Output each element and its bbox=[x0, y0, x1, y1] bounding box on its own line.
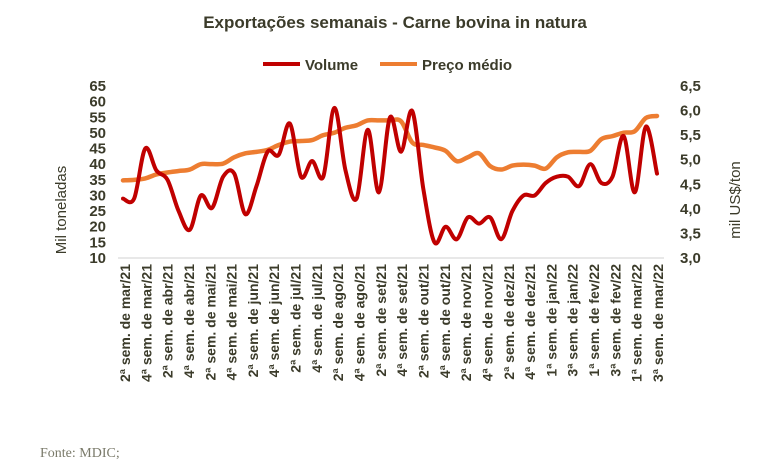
x-tick-label: 1ª sem. de fev/22 bbox=[586, 264, 602, 377]
y2-tick-label: 4,5 bbox=[680, 176, 701, 193]
legend-volume-label: Volume bbox=[305, 57, 358, 74]
x-tick-label: 4ª sem. de abr/21 bbox=[181, 264, 197, 378]
y-tick-label: 30 bbox=[89, 187, 106, 204]
x-tick-label: 4ª sem. de ago/21 bbox=[352, 264, 368, 381]
x-tick-label: 2ª sem. de abr/21 bbox=[160, 264, 176, 378]
y2-tick-label: 3,0 bbox=[680, 250, 701, 267]
source-note: Fonte: MDIC; bbox=[40, 446, 120, 461]
y-tick-label: 25 bbox=[89, 203, 106, 220]
y-tick-label: 60 bbox=[89, 94, 106, 111]
y2-tick-label: 5,5 bbox=[680, 127, 701, 144]
x-tick-label: 2ª sem. de jun/21 bbox=[245, 264, 261, 378]
x-tick-label: 2ª sem. de dez/21 bbox=[501, 264, 517, 380]
x-tick-label: 3ª sem. de jan/22 bbox=[565, 264, 581, 377]
x-tick-label: 1ª sem. de mar/22 bbox=[629, 264, 645, 382]
y2-tick-label: 4,0 bbox=[680, 201, 701, 218]
volume-line bbox=[121, 105, 659, 246]
y2-tick-label: 6,0 bbox=[680, 103, 701, 120]
chart-title: Exportações semanais - Carne bovina in n… bbox=[203, 13, 587, 32]
y-tick-label: 35 bbox=[89, 172, 106, 189]
y2-tick-label: 3,5 bbox=[680, 225, 701, 242]
y2-tick-label: 5,0 bbox=[680, 152, 701, 169]
y-tick-label: 40 bbox=[89, 156, 106, 173]
x-tick-label: 4ª sem. de dez/21 bbox=[522, 264, 538, 380]
legend-price-label: Preço médio bbox=[422, 57, 512, 74]
y2-tick-label: 6,5 bbox=[680, 78, 701, 95]
x-tick-label: 2ª sem. de jul/21 bbox=[288, 264, 304, 373]
x-tick-label: 3ª sem. de mar/22 bbox=[650, 264, 666, 382]
x-tick-label: 4ª sem. de nov/21 bbox=[479, 264, 495, 381]
x-tick-label: 4ª sem. de mar/21 bbox=[138, 264, 154, 382]
x-tick-label: 2ª sem. de out/21 bbox=[415, 264, 431, 378]
y-tick-label: 15 bbox=[89, 234, 106, 251]
y-tick-label: 45 bbox=[89, 141, 106, 158]
y-tick-label: 55 bbox=[89, 109, 106, 126]
y2-axis-label: mil US$/ton bbox=[727, 161, 744, 239]
x-tick-label: 3ª sem. de fev/22 bbox=[607, 264, 623, 377]
x-tick-label: 2ª sem. de mar/21 bbox=[117, 264, 133, 382]
y-tick-label: 10 bbox=[89, 250, 106, 267]
legend: Volume Preço médio bbox=[263, 57, 512, 74]
x-tick-label: 4ª sem. de mai/21 bbox=[224, 264, 240, 381]
y-tick-label: 20 bbox=[89, 219, 106, 236]
x-tick-label: 4ª sem. de jun/21 bbox=[266, 264, 282, 378]
x-tick-label: 2ª sem. de nov/21 bbox=[458, 264, 474, 381]
x-tick-label: 4ª sem. de out/21 bbox=[437, 264, 453, 378]
x-tick-label: 2ª sem. de set/21 bbox=[373, 264, 389, 377]
y-axis-label: Mil toneladas bbox=[53, 166, 70, 254]
x-tick-label: 2ª sem. de mai/21 bbox=[202, 264, 218, 381]
x-tick-label: 1ª sem. de jan/22 bbox=[543, 264, 559, 377]
y-tick-label: 50 bbox=[89, 125, 106, 142]
x-tick-label: 4ª sem. de jul/21 bbox=[309, 264, 325, 373]
y-tick-label: 65 bbox=[89, 78, 106, 95]
x-tick-label: 2ª sem. de ago/21 bbox=[330, 264, 346, 381]
x-tick-label: 4ª sem. de set/21 bbox=[394, 264, 410, 377]
